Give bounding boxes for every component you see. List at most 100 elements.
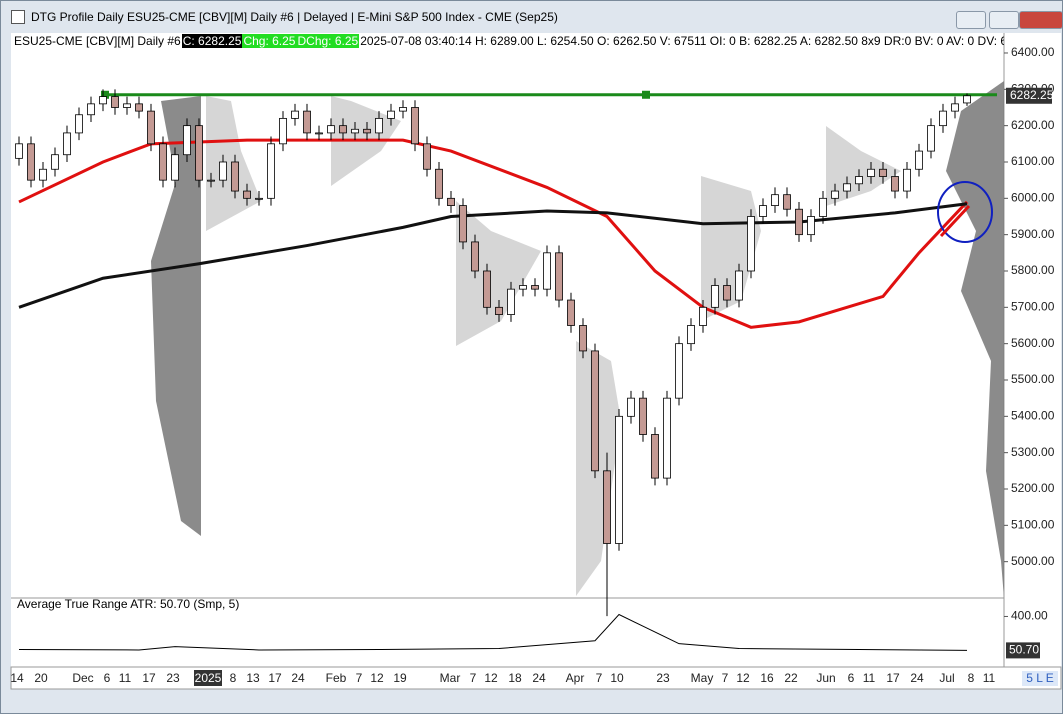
candle-body <box>807 216 815 236</box>
y-tick-label: 5700.00 <box>1011 299 1055 313</box>
y-tick-label: 6000.00 <box>1011 190 1055 204</box>
x-tick-label: 23 <box>166 671 180 685</box>
app-icon <box>11 10 25 24</box>
candle-body <box>723 285 731 301</box>
candle-body <box>867 168 875 177</box>
x-tick-label: Jun <box>816 671 835 685</box>
candle-body <box>111 96 119 108</box>
candle-body <box>447 197 455 206</box>
candle-body <box>891 176 899 192</box>
candle-body <box>879 168 887 177</box>
candle-body <box>951 103 959 112</box>
candle-body <box>339 125 347 134</box>
corner-label: 5 L E <box>1026 671 1054 685</box>
candle-body <box>519 285 527 290</box>
candle-body <box>927 125 935 152</box>
y-tick-label: 5200.00 <box>1011 481 1055 495</box>
x-tick-label: 6 <box>104 671 111 685</box>
price-axis-background <box>1004 33 1061 667</box>
x-tick-label: Mar <box>440 671 461 685</box>
candle-body <box>591 350 599 472</box>
candle-body <box>183 125 191 156</box>
atr-last-box <box>1006 642 1040 659</box>
candle-body <box>747 216 755 272</box>
minimize-button[interactable] <box>956 11 986 29</box>
moving-average <box>18 202 968 309</box>
candle-body <box>855 176 863 185</box>
candle-body <box>687 325 695 345</box>
time-axis-background <box>10 666 1062 690</box>
candle-body <box>51 154 59 170</box>
x-tick-label: 24 <box>291 671 305 685</box>
candle-body <box>123 103 131 108</box>
candle-body <box>171 154 179 181</box>
candle-body <box>615 415 623 544</box>
x-tick-label: 16 <box>760 671 774 685</box>
volume-profile <box>151 96 201 536</box>
x-tick-label: 24 <box>910 671 924 685</box>
close-info: C: 6282.25 <box>181 34 243 48</box>
candle-body <box>411 107 419 145</box>
info-line: ESU25-CME [CBV][M] Daily #6 C: 6282.25 Chg… <box>13 34 1004 48</box>
candle-body <box>399 107 407 112</box>
candle-body <box>771 194 779 206</box>
dchange-info: DChg: 6.25 <box>296 34 360 48</box>
candle-body <box>63 132 71 156</box>
candle-body <box>243 190 251 199</box>
x-tick-label: 12 <box>736 671 750 685</box>
y-tick-label: 5900.00 <box>1011 227 1055 241</box>
candle-body <box>651 434 659 479</box>
x-tick-label: 12 <box>484 671 498 685</box>
candle-body <box>711 285 719 308</box>
annotation-circle <box>937 181 993 243</box>
x-tick-label: 17 <box>142 671 156 685</box>
candle-body <box>423 143 431 170</box>
candle-body <box>279 117 287 145</box>
candle-body <box>99 96 107 105</box>
candle-body <box>147 110 155 145</box>
x-tick-label: 17 <box>886 671 900 685</box>
candle-body <box>27 143 35 181</box>
candle-body <box>291 110 299 119</box>
candle-body <box>255 197 263 200</box>
change-info: Chg: 6.25 <box>242 34 297 48</box>
candle-body <box>483 270 491 308</box>
x-tick-label: 23 <box>656 671 670 685</box>
atr-tick-label: 400.00 <box>1011 609 1048 623</box>
x-tick-label: 7 <box>470 671 477 685</box>
x-tick-label: 7 <box>356 671 363 685</box>
corner-box <box>1022 671 1058 686</box>
level-handle <box>101 90 109 99</box>
x-tick-label: 24 <box>532 671 546 685</box>
candle-body <box>195 125 203 181</box>
candle-body <box>159 143 167 181</box>
y-tick-label: 5000.00 <box>1011 554 1055 568</box>
candle-body <box>783 194 791 210</box>
candle-body <box>87 103 95 116</box>
candle-body <box>507 288 515 315</box>
symbol-info: ESU25-CME [CBV][M] Daily #6 <box>14 34 181 48</box>
window-title: DTG Profile Daily ESU25-CME [CBV][M] Dai… <box>31 10 558 24</box>
candle-body <box>735 270 743 301</box>
candle-body <box>327 125 335 134</box>
x-tick-label: 13 <box>246 671 260 685</box>
candle-body <box>363 128 371 134</box>
maximize-button[interactable] <box>989 11 1019 29</box>
x-tick-label: 6 <box>848 671 855 685</box>
x-tick-label: Apr <box>566 671 585 685</box>
candle-body <box>75 114 83 134</box>
x-tick-label: 17 <box>268 671 282 685</box>
x-tick-label: 20 <box>34 671 48 685</box>
details-info: 2025-07-08 03:40:14 H: 6289.00 L: 6254.5… <box>360 34 1004 48</box>
level-handle <box>642 90 650 99</box>
candle-body <box>627 397 635 417</box>
close-button[interactable] <box>1019 11 1062 29</box>
y-tick-label: 5300.00 <box>1011 445 1055 459</box>
candle-body <box>267 143 275 199</box>
candle-body <box>939 110 947 127</box>
x-tick-label: 19 <box>393 671 407 685</box>
x-tick-label: 8 <box>968 671 975 685</box>
y-tick-label: 5500.00 <box>1011 372 1055 386</box>
x-tick-label: 2025 <box>195 671 222 685</box>
